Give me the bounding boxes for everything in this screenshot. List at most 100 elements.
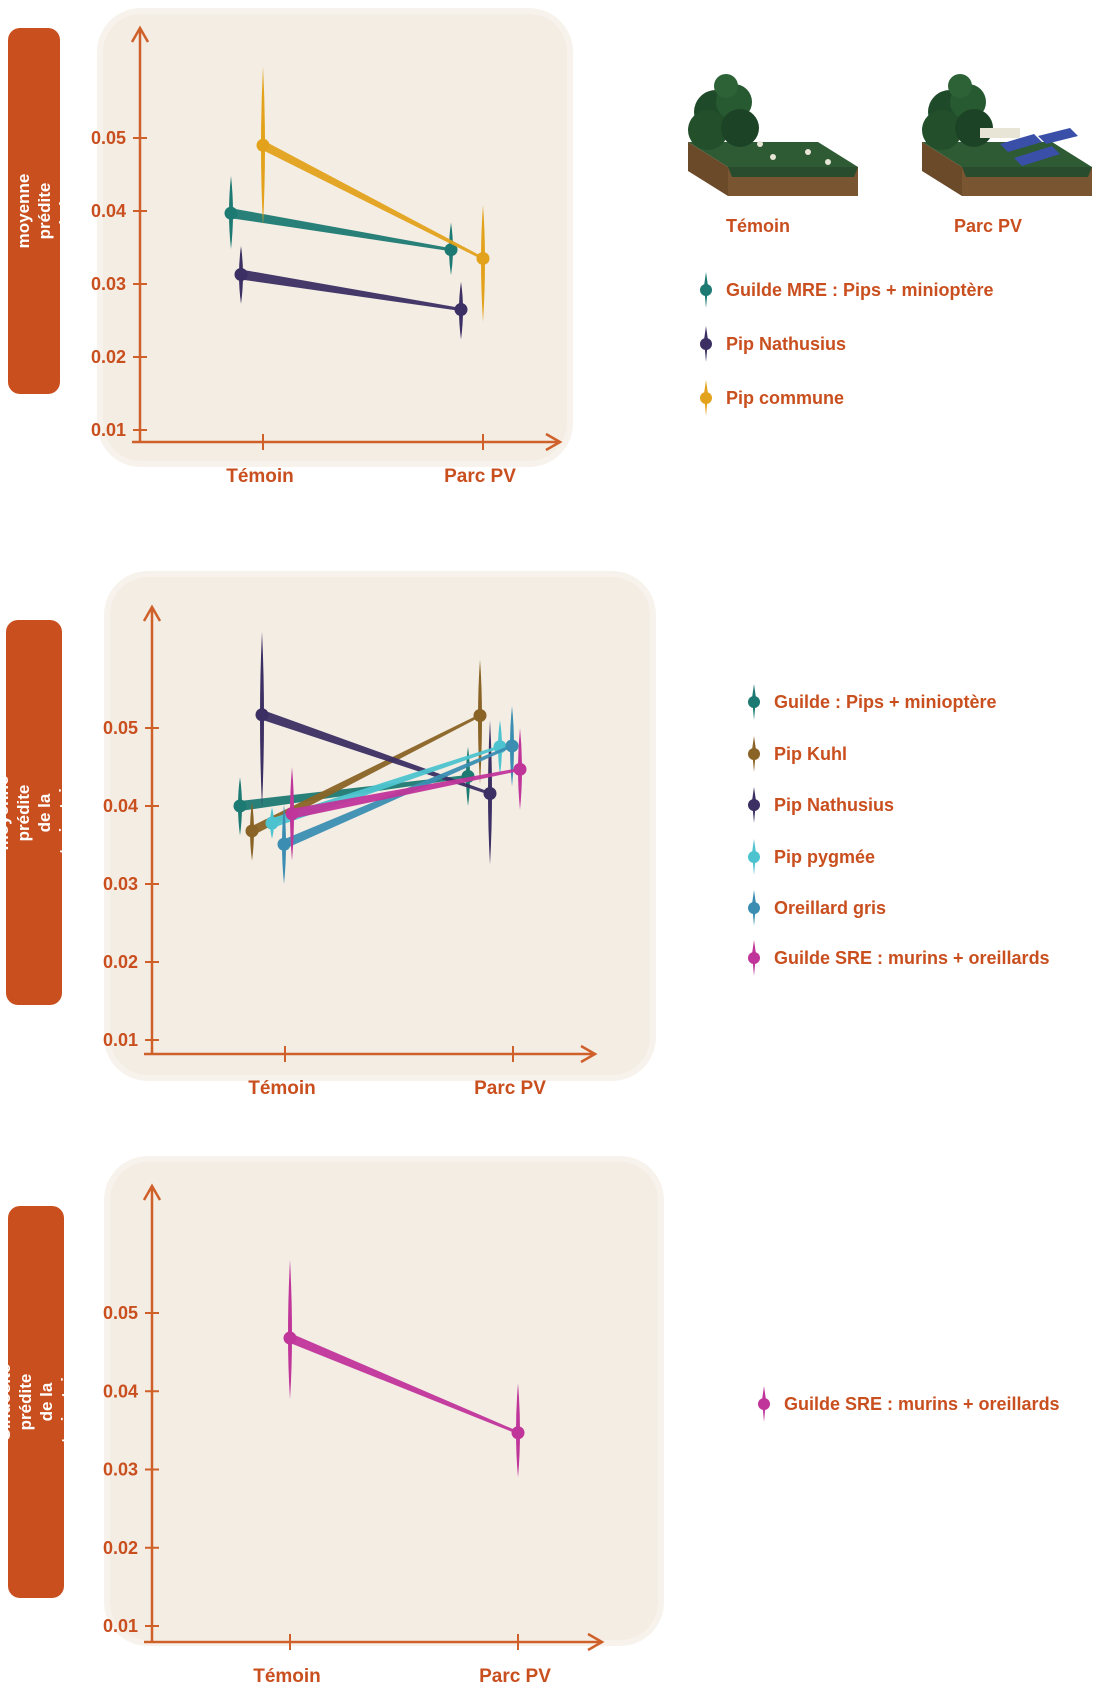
y-tick-label: 0.04 bbox=[103, 1381, 138, 1401]
legend-marker-icon bbox=[748, 736, 760, 772]
legend-marker-icon bbox=[758, 1386, 770, 1422]
data-point bbox=[245, 824, 259, 838]
chart-3: 0.01 0.02 0.03 0.04 0.05 Témoin Parc PV bbox=[103, 1183, 605, 1687]
data-point bbox=[255, 708, 269, 722]
legend-marker-icon bbox=[700, 272, 712, 308]
legend-label: Pip commune bbox=[726, 387, 845, 408]
data-point bbox=[513, 762, 527, 776]
y-axis-label-box: Vitesse moyenne prédite de la trajectoir… bbox=[0, 620, 96, 1005]
chart-1: 0.01 0.02 0.03 0.04 0.05 Témoin Parc PV bbox=[91, 25, 563, 487]
y-axis-arrow-icon bbox=[142, 604, 162, 622]
y-tick-label: 0.05 bbox=[103, 1303, 138, 1323]
data-series bbox=[224, 175, 458, 276]
legend-marker-icon bbox=[748, 890, 760, 926]
legend-label: Guilde SRE : murins + oreillards bbox=[774, 947, 1050, 968]
legend-label: Oreillard gris bbox=[774, 897, 887, 918]
y-tick-label: 0.02 bbox=[91, 347, 126, 367]
x-tick-label: Parc PV bbox=[444, 466, 516, 487]
control-scene-illustration bbox=[668, 72, 860, 207]
data-series bbox=[245, 659, 487, 861]
data-point bbox=[476, 251, 490, 265]
legend-item: Guilde : Pips + minioptère bbox=[748, 682, 997, 722]
series-line bbox=[290, 1333, 518, 1435]
data-point bbox=[511, 1426, 525, 1440]
y-axis-arrow-icon bbox=[142, 1183, 162, 1201]
series-line bbox=[262, 709, 490, 796]
data-point bbox=[483, 787, 497, 801]
legend-item: Oreillard gris bbox=[748, 888, 886, 928]
legend-label: Guilde MRE : Pips + minioptère bbox=[726, 279, 994, 300]
chart-panel-2: Vitesse moyenne prédite de la trajectoir… bbox=[0, 575, 1104, 1115]
data-point bbox=[454, 303, 468, 317]
data-series bbox=[256, 66, 490, 322]
chart-background bbox=[110, 1162, 658, 1640]
legend-label: Pip Nathusius bbox=[726, 333, 847, 354]
chart-2: 0.01 0.02 0.03 0.04 0.05 Témoin Parc PV bbox=[103, 604, 598, 1099]
y-tick-label: 0.01 bbox=[103, 1616, 138, 1636]
series-line bbox=[263, 140, 483, 260]
data-point bbox=[256, 138, 270, 152]
y-tick-label: 0.03 bbox=[91, 274, 126, 294]
data-point bbox=[283, 1331, 297, 1345]
series-line bbox=[241, 269, 461, 312]
chart-panel-3: Sinuosité prédite de la trajectoire 0.01… bbox=[0, 1158, 1104, 1695]
data-series bbox=[234, 246, 468, 340]
legend-item: Pip commune bbox=[700, 378, 844, 418]
chart-background bbox=[110, 577, 650, 1075]
data-point bbox=[505, 739, 519, 753]
chart-background bbox=[103, 14, 567, 461]
legend-marker-icon bbox=[700, 380, 712, 416]
legend-marker-icon bbox=[748, 787, 760, 823]
data-series bbox=[277, 706, 519, 884]
legend-item: Pip Nathusius bbox=[748, 785, 894, 825]
data-point bbox=[234, 268, 248, 282]
legend-marker-icon bbox=[748, 940, 760, 976]
x-tick-label: Parc PV bbox=[474, 1078, 546, 1099]
data-point bbox=[285, 807, 299, 821]
data-point bbox=[444, 243, 458, 257]
legend-marker-icon bbox=[700, 326, 712, 362]
y-tick-label: 0.02 bbox=[103, 952, 138, 972]
data-point bbox=[473, 709, 487, 723]
legend-item: Guilde SRE : murins + oreillards bbox=[758, 1384, 1060, 1424]
legend-label: Guilde SRE : murins + oreillards bbox=[784, 1393, 1060, 1414]
data-series bbox=[285, 728, 527, 861]
y-tick-label: 0.03 bbox=[103, 874, 138, 894]
control-scene-label: Témoin bbox=[725, 216, 790, 236]
y-axis-label-box: Probabilité de buzz moyenne prédite de l… bbox=[0, 28, 96, 394]
series-line bbox=[284, 744, 512, 850]
chart-panel-1: Probabilité de buzz moyenne prédite de l… bbox=[0, 0, 1104, 487]
series-line bbox=[231, 208, 451, 252]
x-tick-label: Parc PV bbox=[479, 1666, 551, 1687]
legend-label: Guilde : Pips + minioptère bbox=[774, 691, 997, 712]
y-tick-label: 0.04 bbox=[103, 796, 138, 816]
legend-label: Pip pygmée bbox=[774, 846, 876, 867]
data-point bbox=[233, 799, 247, 813]
x-tick-label: Témoin bbox=[253, 1666, 321, 1687]
y-axis-label-box: Sinuosité prédite de la trajectoire bbox=[0, 1206, 77, 1598]
y-tick-label: 0.01 bbox=[103, 1030, 138, 1050]
legend-item: Guilde MRE : Pips + minioptère bbox=[700, 270, 994, 310]
pv-park-scene-label: Parc PV bbox=[953, 216, 1023, 236]
legend-item: Pip Kuhl bbox=[748, 734, 847, 774]
legend-label: Pip Kuhl bbox=[774, 743, 847, 764]
x-axis-arrow-icon bbox=[545, 432, 563, 452]
y-axis-arrow-icon bbox=[130, 25, 150, 43]
legend-item: Pip Nathusius bbox=[700, 324, 846, 364]
series-line bbox=[292, 767, 520, 819]
data-point bbox=[265, 816, 279, 830]
y-tick-label: 0.01 bbox=[91, 420, 126, 440]
y-tick-label: 0.05 bbox=[103, 718, 138, 738]
x-tick-label: Témoin bbox=[226, 466, 294, 487]
legend-marker-icon bbox=[748, 839, 760, 875]
data-point bbox=[224, 206, 238, 220]
legend-marker-icon bbox=[748, 684, 760, 720]
data-series bbox=[283, 1259, 525, 1478]
y-tick-label: 0.02 bbox=[103, 1538, 138, 1558]
data-point bbox=[277, 837, 291, 851]
error-bar bbox=[288, 1259, 292, 1400]
pv-park-scene-illustration bbox=[902, 72, 1094, 207]
y-tick-label: 0.03 bbox=[103, 1460, 138, 1480]
legend-label: Pip Nathusius bbox=[774, 794, 895, 815]
legend-item: Pip pygmée bbox=[748, 837, 875, 877]
